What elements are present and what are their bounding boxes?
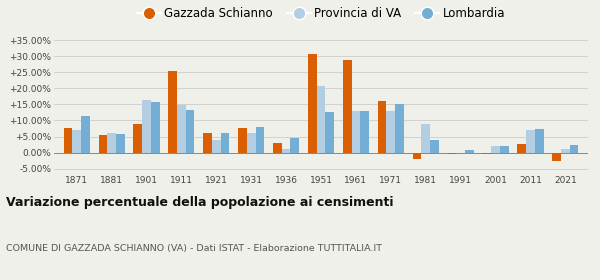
Bar xyxy=(526,130,535,153)
Bar xyxy=(98,135,107,153)
Bar xyxy=(256,127,264,153)
Bar xyxy=(448,153,456,154)
Bar xyxy=(151,102,160,153)
Bar xyxy=(212,141,221,153)
Bar xyxy=(203,133,212,153)
Bar xyxy=(169,71,177,153)
Bar xyxy=(221,133,229,153)
Bar xyxy=(561,150,569,153)
Bar xyxy=(107,133,116,153)
Bar xyxy=(317,86,325,153)
Bar xyxy=(491,146,500,153)
Bar xyxy=(482,153,491,154)
Bar xyxy=(273,143,282,153)
Bar xyxy=(535,129,544,153)
Bar xyxy=(395,104,404,153)
Bar xyxy=(421,124,430,153)
Text: Variazione percentuale della popolazione ai censimenti: Variazione percentuale della popolazione… xyxy=(6,196,394,209)
Bar xyxy=(360,111,369,153)
Bar xyxy=(238,128,247,153)
Bar xyxy=(186,110,194,153)
Bar xyxy=(517,144,526,153)
Bar xyxy=(325,113,334,153)
Legend: Gazzada Schianno, Provincia di VA, Lombardia: Gazzada Schianno, Provincia di VA, Lomba… xyxy=(132,3,510,25)
Bar xyxy=(343,60,352,153)
Bar xyxy=(282,150,290,153)
Bar xyxy=(500,146,509,153)
Bar xyxy=(290,138,299,153)
Bar xyxy=(430,140,439,153)
Bar xyxy=(413,153,421,159)
Bar xyxy=(378,101,386,153)
Bar xyxy=(64,128,73,153)
Bar xyxy=(177,105,186,153)
Bar xyxy=(465,150,473,153)
Bar xyxy=(308,54,317,153)
Bar xyxy=(386,111,395,153)
Bar xyxy=(552,153,561,161)
Bar xyxy=(142,100,151,153)
Bar xyxy=(81,116,90,153)
Bar xyxy=(352,111,360,153)
Bar xyxy=(569,145,578,153)
Bar xyxy=(73,130,81,153)
Bar xyxy=(247,133,256,153)
Text: COMUNE DI GAZZADA SCHIANNO (VA) - Dati ISTAT - Elaborazione TUTTITALIA.IT: COMUNE DI GAZZADA SCHIANNO (VA) - Dati I… xyxy=(6,244,382,253)
Bar xyxy=(116,134,125,153)
Bar xyxy=(133,124,142,153)
